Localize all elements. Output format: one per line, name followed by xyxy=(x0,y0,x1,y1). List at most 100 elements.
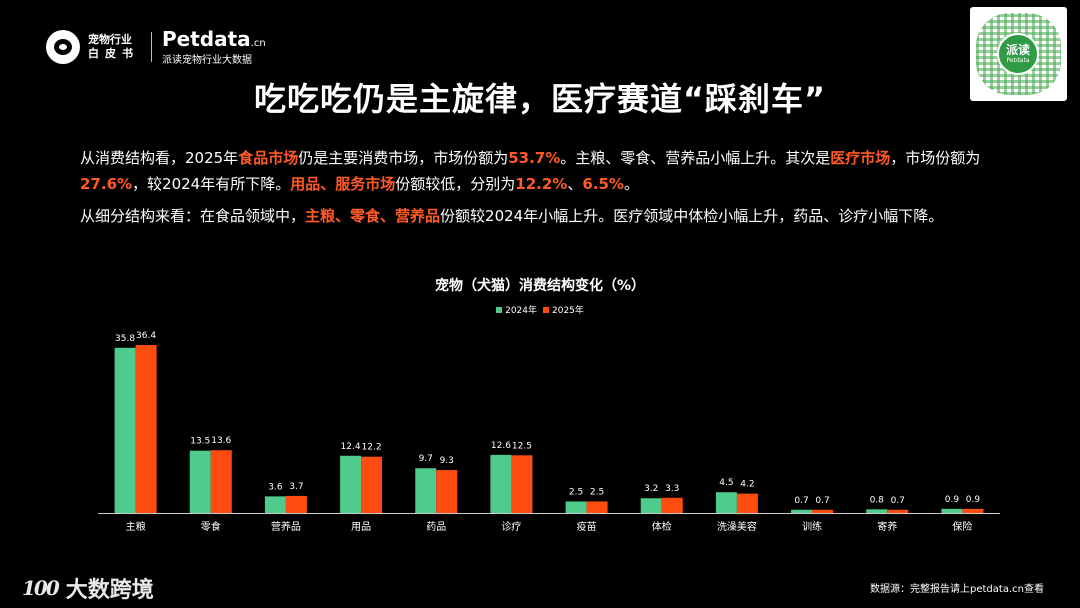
data-label: 4.2 xyxy=(740,480,754,490)
qr-sublabel: Petdata xyxy=(1006,57,1030,64)
data-label: 12.5 xyxy=(512,441,532,451)
paragraph-consumption-structure: 从消费结构看，2025年食品市场仍是主要消费市场，市场份额为53.7%。主粮、零… xyxy=(80,145,1040,197)
bar-2025年-营养品 xyxy=(285,495,307,513)
data-label: 12.2 xyxy=(362,443,382,453)
qr-center-logo: 派读 Petdata xyxy=(997,33,1039,75)
data-label: 0.7 xyxy=(815,496,829,506)
bar-2024年-体检 xyxy=(640,498,662,513)
petdata-logo-icon xyxy=(46,30,80,64)
bar-2025年-用品 xyxy=(361,456,383,513)
x-tick-label: 主粮 xyxy=(126,520,146,533)
bar-2024年-零食 xyxy=(189,450,211,513)
bar-2024年-营养品 xyxy=(264,496,286,513)
data-label: 3.2 xyxy=(644,484,658,494)
brand-suffix: .cn xyxy=(250,37,266,49)
paragraph-text: 。 xyxy=(623,175,639,193)
paragraph-text: 份额较低，分别为 xyxy=(395,175,516,193)
bar-2024年-用品 xyxy=(340,455,362,513)
data-label: 35.8 xyxy=(115,334,135,344)
brand-name: Petdata.cn xyxy=(162,28,266,55)
data-label: 12.4 xyxy=(341,442,361,452)
paragraph-text: 份额较2024年小幅上升。医疗领域中体检小幅上升，药品、诊疗小幅下降。 xyxy=(440,207,944,225)
x-tick-label: 训练 xyxy=(802,520,822,533)
legend-label-2025: 2025年 xyxy=(552,306,584,316)
x-tick-label: 营养品 xyxy=(271,520,301,533)
legend-swatch-2025 xyxy=(543,306,549,313)
org-line1: 宠物行业 xyxy=(88,33,132,46)
org-line2: 白皮书 xyxy=(88,47,139,60)
highlight-text: 食品市场 xyxy=(238,149,299,167)
footer-logo-text: 大数跨境 xyxy=(65,578,154,603)
bar-2025年-寄养 xyxy=(887,509,909,513)
legend-item-2024: 2024年 xyxy=(496,303,537,316)
paragraph-text: ，较2024年有所下降。 xyxy=(132,175,291,193)
data-label: 2.5 xyxy=(590,487,604,497)
x-tick-label: 保险 xyxy=(952,520,972,533)
x-tick-label: 零食 xyxy=(201,520,221,533)
paragraph-text: 从消费结构看，2025年 xyxy=(80,149,239,167)
qr-label: 派读 xyxy=(1005,43,1030,57)
brand-subtitle: 派读宠物行业大数据 xyxy=(162,54,252,66)
bar-2024年-疫苗 xyxy=(565,501,587,513)
bar-2024年-保险 xyxy=(941,508,963,513)
data-label: 36.4 xyxy=(136,331,156,341)
highlight-text: 12.2% xyxy=(515,175,568,193)
bar-2025年-药品 xyxy=(436,470,458,513)
legend-label-2024: 2024年 xyxy=(505,306,537,316)
paragraph-text: 。主粮、零食、营养品小幅上升。其次是 xyxy=(560,149,831,167)
paragraph-text: 从细分结构来看：在食品领域中， xyxy=(80,207,306,225)
bar-2025年-疫苗 xyxy=(586,501,608,513)
bar-2025年-体检 xyxy=(661,497,683,513)
chart-legend: 2024年 2025年 xyxy=(0,303,1080,316)
footer-logo: 100 大数跨境 xyxy=(22,572,154,604)
highlight-text: 用品、服务市场 xyxy=(290,175,396,193)
bar-2025年-保险 xyxy=(962,508,984,513)
chart-title: 宠物（犬猫）消费结构变化（%） xyxy=(434,278,646,294)
data-label: 13.6 xyxy=(211,436,231,446)
legend-item-2025: 2025年 xyxy=(543,303,584,316)
bar-2025年-训练 xyxy=(812,509,834,513)
x-tick-label: 体检 xyxy=(652,520,672,533)
data-label: 0.7 xyxy=(794,496,808,506)
data-label: 9.7 xyxy=(419,454,433,464)
highlight-text: 6.5% xyxy=(582,175,624,193)
data-label: 3.7 xyxy=(289,482,303,492)
data-label: 0.9 xyxy=(945,495,960,505)
data-source: 数据源：完整报告请上petdata.cn查看 xyxy=(870,584,1044,595)
data-label: 3.3 xyxy=(665,484,679,494)
brand-text: Petdata xyxy=(162,26,251,51)
x-tick-label: 洗澡美容 xyxy=(717,520,757,533)
data-label: 2.5 xyxy=(569,487,583,497)
brand: Petdata.cn 派读宠物行业大数据 xyxy=(162,28,266,67)
data-label: 0.7 xyxy=(891,496,905,506)
data-label: 9.3 xyxy=(440,456,454,466)
data-label: 12.6 xyxy=(491,441,511,451)
bar-2025年-诊疗 xyxy=(511,455,533,513)
paragraph-text: 仍是主要消费市场，市场份额为 xyxy=(298,149,509,167)
highlight-text: 53.7% xyxy=(508,149,561,167)
footer-logo-mark: 100 xyxy=(22,576,60,600)
x-tick-label: 寄养 xyxy=(877,520,897,533)
bar-2024年-药品 xyxy=(415,468,437,513)
logo-divider xyxy=(151,32,152,62)
paragraph-text: ，市场份额为 xyxy=(890,149,981,167)
bar-2024年-诊疗 xyxy=(490,454,512,513)
page-title: 吃吃吃仍是主旋律，医疗赛道“踩刹车” xyxy=(253,80,827,118)
bar-2024年-主粮 xyxy=(114,347,136,513)
paragraph-text: 、 xyxy=(567,175,583,193)
data-label: 0.9 xyxy=(966,495,981,505)
data-label: 3.6 xyxy=(268,482,283,492)
data-label: 0.8 xyxy=(870,495,885,505)
highlight-text: 27.6% xyxy=(80,175,133,193)
x-tick-label: 用品 xyxy=(351,521,371,533)
bar-2024年-洗澡美容 xyxy=(715,492,737,513)
bar-2024年-寄养 xyxy=(866,509,888,513)
mini-program-qr-code[interactable]: 派读 Petdata xyxy=(970,7,1067,101)
paragraph-sub-structure: 从细分结构来看：在食品领域中，主粮、零食、营养品份额较2024年小幅上升。医疗领… xyxy=(80,203,1040,229)
legend-swatch-2024 xyxy=(496,306,503,313)
bar-2025年-洗澡美容 xyxy=(736,493,758,513)
data-label: 4.5 xyxy=(719,478,733,488)
header-logo: 宠物行业 白皮书 Petdata.cn 派读宠物行业大数据 xyxy=(46,28,266,66)
highlight-text: 医疗市场 xyxy=(830,149,891,167)
